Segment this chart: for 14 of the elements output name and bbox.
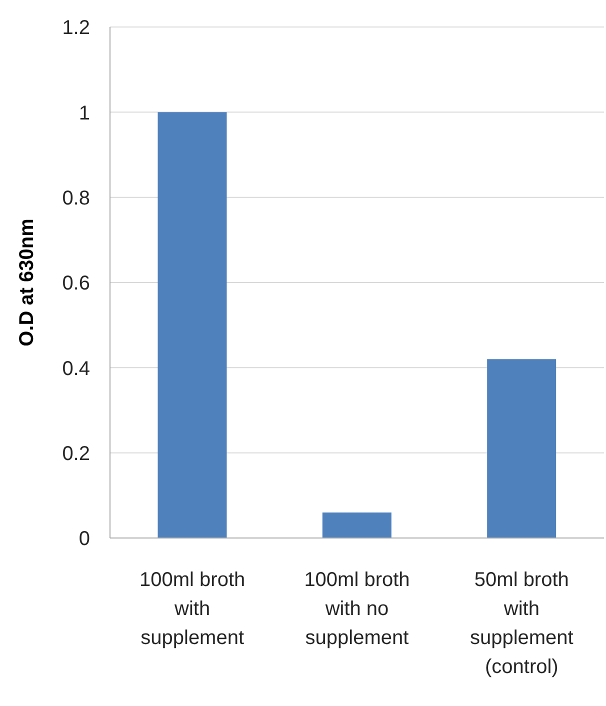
x-tick-label: 100ml broth with supplement	[140, 569, 246, 649]
y-tick-label: 1.2	[62, 17, 90, 40]
x-tick-label: 100ml broth with no supplement	[304, 569, 410, 649]
bar	[158, 112, 227, 538]
x-tick-label: 50ml broth with supplement (control)	[470, 569, 574, 678]
y-tick-label: 0.2	[62, 442, 90, 465]
y-tick-label: 0	[78, 528, 90, 550]
y-tick-label: 0.4	[62, 358, 90, 380]
y-tick-label: 0.6	[62, 272, 90, 295]
y-tick-label: 1	[78, 102, 90, 124]
bar	[487, 359, 556, 538]
y-axis-title: O.D at 630nm	[16, 218, 38, 346]
y-tick-label: 0.8	[62, 187, 90, 210]
bar	[322, 512, 392, 538]
